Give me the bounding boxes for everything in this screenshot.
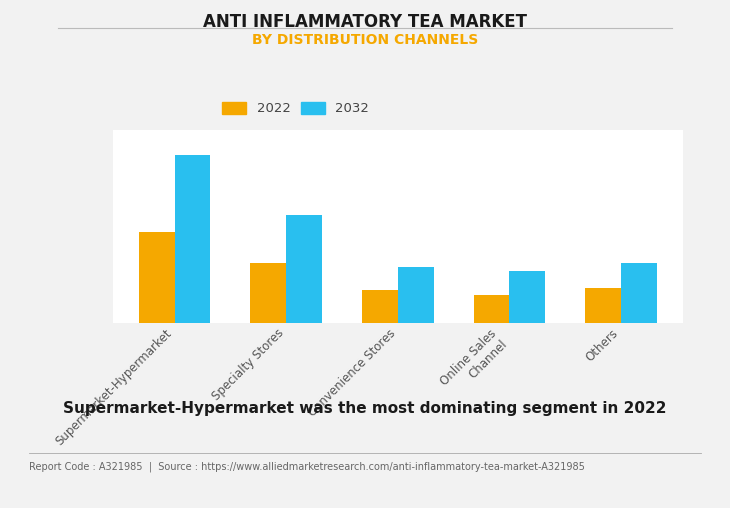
Text: Supermarket-Hypermarket was the most dominating segment in 2022: Supermarket-Hypermarket was the most dom…: [64, 401, 666, 417]
Bar: [286, 215, 322, 323]
Bar: [250, 263, 286, 323]
Bar: [585, 288, 621, 323]
Bar: [139, 233, 174, 323]
Bar: [174, 155, 210, 323]
Bar: [398, 267, 434, 323]
Bar: [621, 263, 657, 323]
Legend: 2022, 2032: 2022, 2032: [222, 102, 369, 115]
Bar: [474, 295, 510, 323]
Text: BY DISTRIBUTION CHANNELS: BY DISTRIBUTION CHANNELS: [252, 33, 478, 47]
Text: Report Code : A321985  |  Source : https://www.alliedmarketresearch.com/anti-inf: Report Code : A321985 | Source : https:/…: [29, 461, 585, 472]
Bar: [510, 271, 545, 323]
Bar: [362, 291, 398, 323]
Text: ANTI INFLAMMATORY TEA MARKET: ANTI INFLAMMATORY TEA MARKET: [203, 13, 527, 30]
